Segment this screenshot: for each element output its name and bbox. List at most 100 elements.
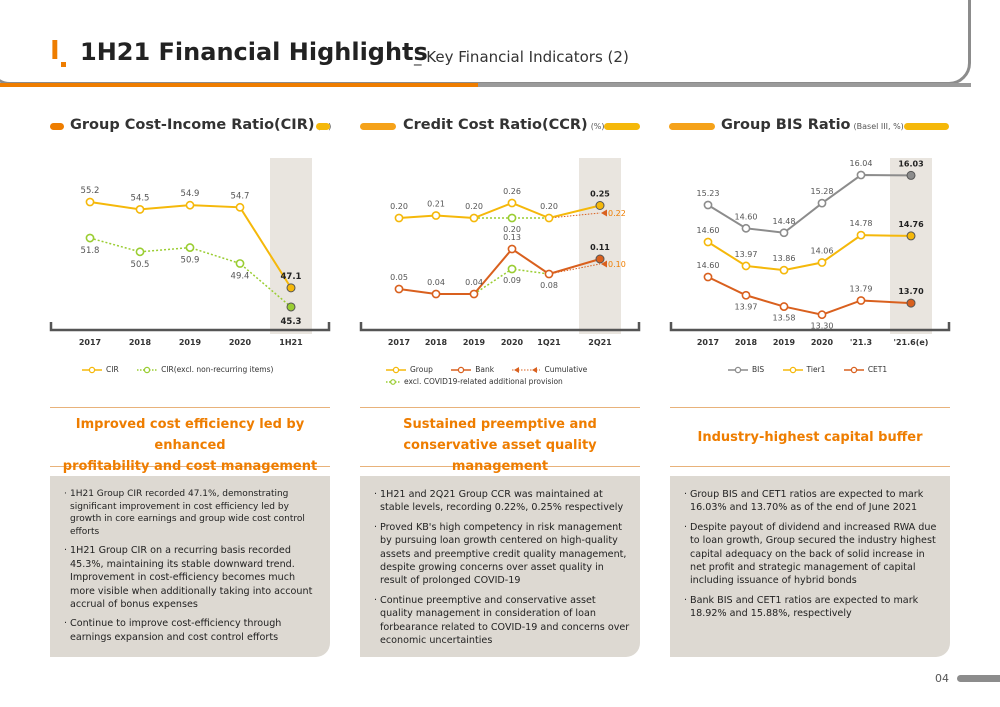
bullet-text: Group BIS and CET1 ratios are expected t… (684, 488, 940, 515)
data-point-cet1 (741, 290, 751, 300)
cumulative-arrow-marker (601, 209, 607, 217)
data-label-cet1: 13.97 (735, 302, 758, 311)
legend-line-icon (451, 366, 472, 373)
data-label-group: 0.26 (503, 187, 521, 196)
x-tick-label: 2020 (811, 338, 834, 347)
section-number: I (50, 36, 60, 66)
data-point-group (469, 213, 479, 223)
title-pill-left-cir (50, 123, 64, 130)
bullets-cir: 1H21 Group CIR recorded 47.1%, demonstra… (50, 476, 330, 657)
data-point-group (507, 198, 517, 208)
data-point-cet1 (817, 310, 827, 320)
x-axis-line (669, 322, 951, 332)
ccr-bank-line (398, 247, 601, 295)
data-label-group: 0.20 (540, 202, 558, 211)
data-point-bis (779, 228, 789, 238)
data-point-cir-excl (135, 247, 145, 257)
x-tick-label: '21.3 (850, 338, 872, 347)
data-label-cet1: 13.58 (773, 314, 796, 323)
bis-chart: 2017 2018 2019 2020 '21.3 '21.6(e) 15.23 14.60 1… (669, 158, 951, 347)
bis-bis-line (707, 174, 912, 234)
legend-item-tier1: Tier1 (782, 365, 825, 374)
title-pill-right-ccr (604, 123, 640, 130)
legend-item-bank: Bank (451, 365, 494, 374)
data-label-bis: 15.23 (697, 189, 720, 198)
legend-arrow-icon (512, 366, 541, 373)
data-label-group: 0.21 (427, 200, 445, 209)
data-label-bank: 0.04 (465, 278, 483, 287)
data-point-tier1 (906, 231, 916, 241)
legend-item-excl: excl. COVID19-related additional provisi… (386, 377, 563, 386)
data-label-bank-excl: 0.09 (503, 276, 521, 285)
legend-line-icon (728, 366, 748, 373)
cir-excl-line (89, 237, 292, 308)
data-point-cir (185, 200, 195, 210)
data-label-bank: 0.04 (427, 278, 445, 287)
bullet-text: 1H21 Group CIR recorded 47.1%, demonstra… (64, 488, 320, 538)
data-label-cet1: 13.79 (850, 284, 873, 293)
panel-title-ccr: Credit Cost Ratio(CCR) (%) (403, 117, 605, 133)
data-label-cir: 55.2 (81, 186, 100, 196)
data-point-cir-excl (235, 259, 245, 268)
data-point-tier1 (856, 230, 866, 240)
data-label-cet1: 13.70 (898, 287, 924, 296)
legend-dotted-line-icon (137, 366, 158, 373)
headline-ccr: Sustained preemptive and conservative ass… (403, 417, 597, 474)
data-label-cet1: 14.60 (697, 261, 720, 270)
bullet-text: 1H21 and 2Q21 Group CCR was maintained a… (374, 488, 630, 515)
data-point-group (544, 213, 554, 223)
divider (670, 407, 950, 408)
data-point-bank (431, 289, 441, 299)
bis-cet1-line (707, 276, 912, 316)
data-label-bank: 0.11 (590, 243, 610, 252)
headline-cir: Improved cost efficiency led by enhanced… (62, 417, 318, 474)
divider (360, 407, 640, 408)
header-gray-bar (478, 83, 971, 87)
ccr-group-cumulative-line (548, 212, 601, 219)
cir-legend: CIR CIR(excl. non-recurring items) (82, 364, 289, 374)
page-subtitle: _ Key Financial Indicators (2) (414, 48, 629, 66)
data-point-group (394, 213, 404, 223)
data-label-cir-excl: 51.8 (81, 246, 100, 256)
x-tick-label: 2018 (425, 338, 448, 347)
x-tick-label: 2020 (229, 338, 252, 347)
x-tick-label: 2019 (463, 338, 486, 347)
panel-title-cir: Group Cost-Income Ratio(CIR)(%) (70, 117, 331, 133)
cumulative-arrow-marker (601, 260, 607, 268)
data-label-bis: 15.28 (811, 187, 834, 196)
x-tick-label: '21.6(e) (894, 338, 929, 347)
data-label-tier1: 14.60 (697, 226, 720, 235)
bis-legend: BIS Tier1 CET1 (728, 364, 903, 374)
data-point-bank (595, 254, 605, 264)
bullets-ccr: 1H21 and 2Q21 Group CCR was maintained a… (360, 476, 640, 657)
data-point-bis (741, 223, 751, 233)
data-label-group: 0.25 (590, 190, 610, 199)
data-point-bis (856, 170, 866, 180)
data-point-bank (507, 244, 517, 254)
bullet-text: Proved KB's high competency in risk mana… (374, 521, 630, 588)
data-point-cir-excl (185, 243, 195, 252)
data-label-bank: 0.08 (540, 281, 558, 290)
data-point-cir-excl (85, 233, 95, 243)
data-label-tier1: 14.76 (898, 220, 924, 229)
data-label-tier1: 14.78 (850, 219, 873, 228)
data-label-cir-excl: 49.4 (231, 271, 250, 281)
x-tick-label: 2018 (735, 338, 758, 347)
data-point-cir-excl (286, 302, 296, 312)
data-label-bis: 16.03 (898, 159, 923, 168)
data-label-cir: 54.9 (181, 189, 200, 199)
data-point-cir (235, 202, 245, 212)
bullet-text: 1H21 Group CIR on a recurring basis reco… (64, 544, 320, 611)
data-label-cumulative: 0.10 (608, 260, 626, 269)
x-tick-label: 1Q21 (537, 338, 561, 347)
ccr-legend: Group Bank Cumulative excl. COVID19-rela… (386, 364, 603, 386)
legend-item-cet1: CET1 (843, 365, 887, 374)
x-tick-label: 2019 (773, 338, 796, 347)
header-accent-bar (0, 83, 478, 87)
data-point-bank (544, 269, 554, 279)
data-point-tier1 (703, 237, 713, 247)
data-label-bis: 16.04 (850, 159, 873, 168)
bullet-text: Continue to improve cost-efficiency thro… (64, 617, 320, 644)
data-label-cir: 47.1 (281, 272, 302, 282)
section-dot (61, 62, 66, 67)
